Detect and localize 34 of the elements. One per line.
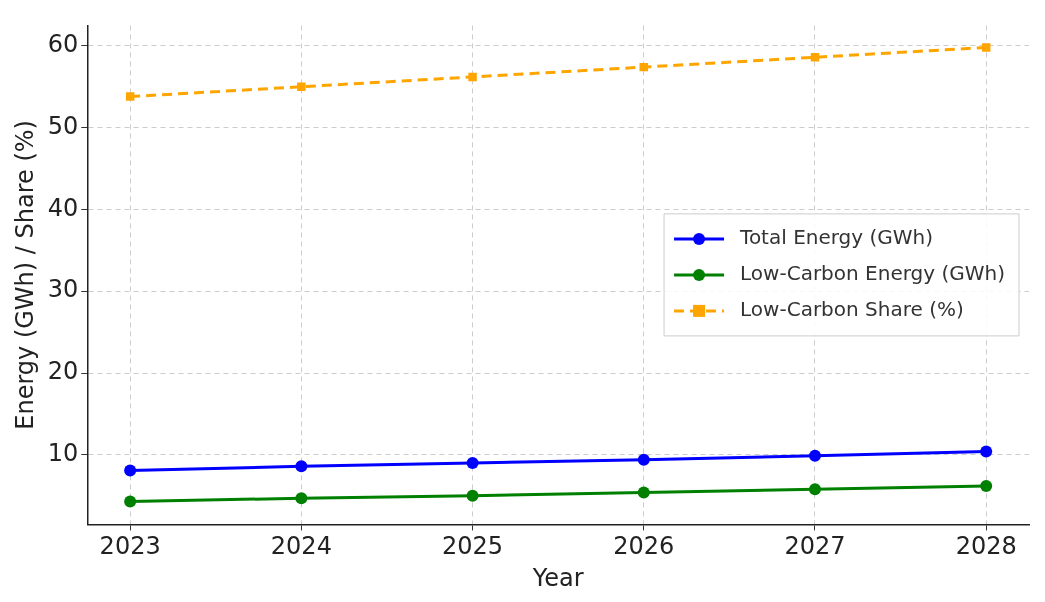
point: [125, 92, 135, 101]
point: [468, 72, 477, 82]
point: [637, 486, 650, 499]
point: [297, 82, 306, 91]
x-tick-label: 2027: [784, 532, 846, 561]
legend-label: Total Energy (GWh): [739, 225, 934, 250]
y-tick-label: 10: [47, 439, 79, 468]
point: [980, 479, 993, 492]
point: [295, 460, 308, 473]
y-tick-label: 60: [47, 30, 79, 59]
x-tick-label: 2025: [442, 532, 504, 561]
point: [981, 43, 991, 52]
point: [808, 483, 821, 496]
y-tick-label: 50: [47, 111, 79, 140]
point: [980, 445, 993, 458]
point: [124, 495, 137, 508]
x-tick-label: 2026: [613, 532, 675, 561]
x-tick-label: 2028: [955, 532, 1017, 561]
point: [637, 453, 650, 466]
y-tick-label: 40: [47, 193, 79, 222]
x-axis-title: Year: [531, 563, 584, 592]
y-tick-label: 20: [47, 357, 79, 386]
legend-label: Low-Carbon Energy (GWh): [740, 261, 1006, 286]
point: [810, 53, 820, 62]
y-axis-title: Energy (GWh) / Share (%): [10, 120, 39, 430]
legend-label: Low-Carbon Share (%): [740, 297, 964, 322]
x-tick-label: 2024: [270, 532, 332, 561]
point: [808, 449, 821, 462]
point: [295, 492, 308, 505]
point: [124, 464, 137, 477]
point: [466, 489, 479, 502]
y-tick-label: 30: [47, 275, 79, 304]
point: [466, 457, 479, 470]
x-tick-label: 2023: [99, 532, 161, 561]
